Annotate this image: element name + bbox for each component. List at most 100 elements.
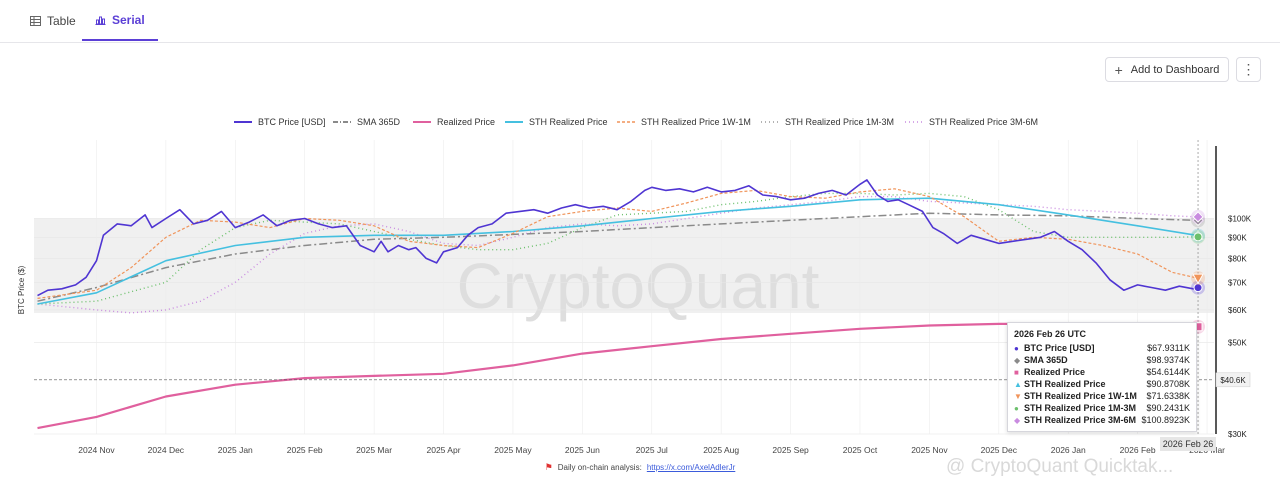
tooltip-series-value: $90.8708K	[1146, 379, 1190, 389]
tooltip-series-value: $71.6338K	[1146, 391, 1190, 401]
crosshair-value-label: $40.6K	[1215, 372, 1251, 388]
series-group	[37, 179, 1199, 430]
data-tooltip: 2026 Feb 26 UTC ● BTC Price [USD] $67.93…	[1007, 322, 1197, 432]
legend-label: Realized Price	[437, 117, 496, 127]
flag-icon: ⚑	[544, 461, 553, 472]
tooltip-row: ◆ STH Realized Price 3M-6M $100.8923K	[1014, 414, 1190, 426]
cursor-marker-4	[1192, 273, 1204, 285]
add-to-dashboard-button[interactable]: + Add to Dashboard	[1105, 57, 1229, 82]
x-tick-label: 2025 Jul	[636, 445, 668, 455]
tooltip-row: ▼ STH Realized Price 1W-1M $71.6338K	[1014, 390, 1190, 402]
legend-item-sth-1m-3m[interactable]: STH Realized Price 1M-3M	[761, 113, 894, 131]
tooltip-series-name: STH Realized Price 1M-3M	[1024, 403, 1137, 413]
x-tick-label: 2026 Jan	[1051, 445, 1086, 455]
cursor-date-badge: 2026 Feb 26	[1160, 437, 1216, 451]
tab-serial-label: Serial	[112, 12, 145, 27]
legend-item-sth-3m-6m[interactable]: STH Realized Price 3M-6M	[905, 113, 1038, 131]
series-line-4	[37, 188, 1199, 299]
tab-serial[interactable]: Serial	[82, 0, 158, 41]
circle-icon: ●	[1014, 403, 1019, 413]
x-tick-label: 2024 Dec	[148, 445, 185, 455]
legend-label: SMA 365D	[357, 117, 401, 127]
x-tick-label: 2024 Nov	[78, 445, 115, 455]
tooltip-row: ● STH Realized Price 1M-3M $90.2431K	[1014, 402, 1190, 414]
x-tick-label: 2025 Jan	[218, 445, 253, 455]
tab-table-label: Table	[47, 13, 76, 28]
diamond-icon: ◆	[1014, 355, 1021, 365]
legend-label: STH Realized Price	[529, 117, 608, 127]
tooltip-date: 2026 Feb 26 UTC	[1014, 329, 1087, 339]
diamond-icon: ◆	[1014, 415, 1021, 425]
x-tick-label: 2025 Mar	[356, 445, 392, 455]
tooltip-series-name: STH Realized Price 3M-6M	[1024, 415, 1137, 425]
triangle-up-icon: ▲	[1014, 379, 1022, 389]
series-line-1	[37, 212, 1199, 302]
x-tick-label: 2025 Apr	[427, 445, 461, 455]
add-to-dashboard-label: Add to Dashboard	[1130, 63, 1220, 76]
tooltip-series-name: STH Realized Price 1W-1M	[1024, 391, 1137, 401]
legend-item-sth-realized-price[interactable]: STH Realized Price	[505, 113, 608, 131]
x-tick-label: 2025 Oct	[843, 445, 878, 455]
crosshair-value-text: $40.6K	[1220, 376, 1246, 385]
tooltip-row: ◆ SMA 365D $98.9374K	[1014, 354, 1190, 366]
tooltip-series-value: $98.9374K	[1146, 355, 1190, 365]
series-line-3	[37, 197, 1199, 305]
legend-item-sma-365d[interactable]: SMA 365D	[333, 113, 400, 131]
y-tick-label: $80K	[1228, 254, 1247, 263]
x-tick-label: 2026 Feb	[1120, 445, 1156, 455]
tooltip-series-value: $90.2431K	[1146, 403, 1190, 413]
x-tick-label: 2025 Jun	[565, 445, 600, 455]
series-line-0	[37, 179, 1199, 297]
y-tick-label: $70K	[1228, 278, 1247, 287]
y-axis: $30K $50K $60K $70K $80K $90K $100K	[1228, 214, 1252, 439]
x-tick-label: 2025 Nov	[911, 445, 948, 455]
tooltip-series-name: SMA 365D	[1024, 355, 1068, 365]
x-tick-label: 2025 Aug	[703, 445, 739, 455]
tooltip-series-name: Realized Price	[1024, 367, 1086, 377]
view-tabs: Table Serial	[0, 0, 1280, 43]
legend-label: BTC Price [USD]	[258, 117, 326, 127]
footnote-text: Daily on-chain analysis:	[557, 462, 642, 472]
tooltip-series-value: $54.6144K	[1146, 367, 1190, 377]
x-axis: 2024 Nov 2024 Dec 2025 Jan 2025 Feb 2025 Mar…	[78, 445, 1225, 455]
quicktake-watermark: @ CryptoQuant Quicktak...	[946, 456, 1174, 477]
cursor-marker-5	[1193, 232, 1203, 242]
cursor-marker-6	[1192, 211, 1204, 223]
legend-item-realized-price[interactable]: Realized Price	[413, 113, 495, 131]
bar-chart-icon	[95, 15, 106, 25]
legend-item-sth-1w-1m[interactable]: STH Realized Price 1W-1M	[617, 113, 751, 131]
tooltip-series-value: $100.8923K	[1141, 415, 1190, 425]
y-tick-label: $30K	[1228, 430, 1247, 439]
watermark: CryptoQuant	[457, 250, 820, 322]
y-tick-label: $50K	[1228, 339, 1247, 348]
legend-label: STH Realized Price 3M-6M	[929, 117, 1039, 127]
triangle-down-icon: ▼	[1014, 391, 1022, 401]
series-line-5	[37, 192, 1199, 305]
highlight-band	[34, 218, 1214, 313]
tooltip-series-name: STH Realized Price	[1024, 379, 1106, 389]
tooltip-row: ▲ STH Realized Price $90.8708K	[1014, 378, 1190, 390]
plus-icon: +	[1114, 61, 1123, 78]
y-axis-title: BTC Price ($)	[17, 265, 26, 314]
x-tick-label: 2025 Dec	[981, 445, 1018, 455]
x-tick-label: 2025 Sep	[772, 445, 809, 455]
footnote: ⚑ Daily on-chain analysis: https://x.com…	[0, 460, 1280, 474]
tooltip-series-value: $67.9311K	[1147, 343, 1190, 353]
x-tick-label: 2025 May	[494, 445, 532, 455]
y-tick-label: $90K	[1228, 233, 1247, 242]
chart-legend: BTC Price [USD] SMA 365D Realized Price …	[0, 113, 1280, 131]
tooltip-series-name: BTC Price [USD]	[1024, 343, 1095, 353]
legend-label: STH Realized Price 1M-3M	[785, 117, 895, 127]
square-icon: ■	[1014, 367, 1019, 377]
tooltip-row: ■ Realized Price $54.6144K	[1014, 366, 1190, 378]
x-tick-label: 2025 Feb	[287, 445, 323, 455]
legend-item-btc-price[interactable]: BTC Price [USD]	[234, 113, 326, 131]
more-options-button[interactable]: ⋮	[1236, 57, 1261, 82]
table-icon	[30, 15, 41, 26]
y-tick-label: $60K	[1228, 306, 1247, 315]
footnote-link[interactable]: https://x.com/AxelAdlerJr	[646, 462, 736, 472]
tab-table[interactable]: Table	[30, 0, 76, 41]
circle-icon: ●	[1014, 343, 1019, 353]
legend-label: STH Realized Price 1W-1M	[641, 117, 751, 127]
more-vertical-icon: ⋮	[1241, 61, 1256, 77]
